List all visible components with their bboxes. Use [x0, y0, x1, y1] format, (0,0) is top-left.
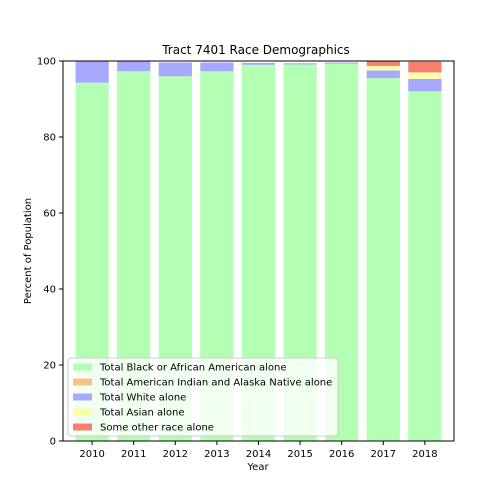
x-tick-label: 2012 — [163, 449, 188, 460]
legend-box — [67, 357, 339, 437]
bar-segment-2018-s0 — [408, 91, 442, 442]
y-tick-label: 40 — [43, 285, 56, 296]
x-tick-label: 2016 — [329, 449, 354, 460]
x-axis: 2010 2011 2012 2013 2014 2015 2016 2017 2018 — [79, 441, 438, 460]
y-tick-label: 20 — [43, 361, 56, 372]
x-tick-label: 2015 — [287, 449, 312, 460]
y-axis-label: Percent of Population — [23, 198, 34, 304]
bar-segment-2016-s2 — [325, 62, 359, 64]
chart-title: Tract 7401 Race Demographics — [161, 43, 350, 57]
bar-segment-2018-s2 — [408, 78, 442, 92]
y-axis: 0 20 40 60 80 100 — [37, 57, 63, 448]
x-tick-label: 2010 — [79, 449, 104, 460]
bar-segment-2011-s2 — [117, 61, 151, 72]
x-tick-label: 2017 — [371, 449, 396, 460]
bar-segment-2017-s2 — [366, 70, 400, 79]
legend-swatch — [73, 378, 92, 386]
x-tick-label: 2013 — [204, 449, 229, 460]
bar-segment-2012-s2 — [158, 62, 192, 77]
bar-segment-2018-s4 — [408, 61, 442, 73]
y-tick-label: 60 — [43, 209, 56, 220]
bar-segment-2013-s2 — [200, 62, 234, 72]
x-tick-label: 2011 — [121, 449, 146, 460]
x-tick-label: 2014 — [246, 449, 271, 460]
legend-swatch — [73, 408, 92, 416]
legend: Total Black or African American alone Tot… — [67, 357, 339, 437]
legend-label: Total Black or African American alone — [99, 363, 287, 374]
legend-swatch — [73, 363, 92, 371]
legend-label: Total Asian alone — [99, 408, 185, 419]
y-tick-label: 80 — [43, 133, 56, 144]
y-tick-label: 0 — [50, 437, 56, 448]
plot-frame — [62, 60, 455, 442]
bar-segment-2010-s2 — [75, 61, 109, 83]
bar-segment-2017-s4 — [366, 61, 400, 66]
bar-segment-2018-s3 — [408, 72, 442, 79]
x-axis-label: Year — [246, 462, 269, 473]
legend-swatch — [73, 393, 92, 401]
bar-segment-2015-s2 — [283, 63, 317, 65]
legend-label: Total American Indian and Alaska Native … — [99, 378, 332, 389]
bar-segment-2017-s3 — [366, 65, 400, 71]
legend-label: Total White alone — [99, 393, 186, 404]
y-tick-label: 100 — [37, 57, 56, 68]
bar-segment-2014-s2 — [241, 62, 276, 65]
legend-swatch — [73, 423, 92, 431]
x-tick-label: 2018 — [412, 449, 437, 460]
legend-label: Some other race alone — [100, 423, 214, 434]
bar-segment-2017-s0 — [366, 78, 400, 441]
